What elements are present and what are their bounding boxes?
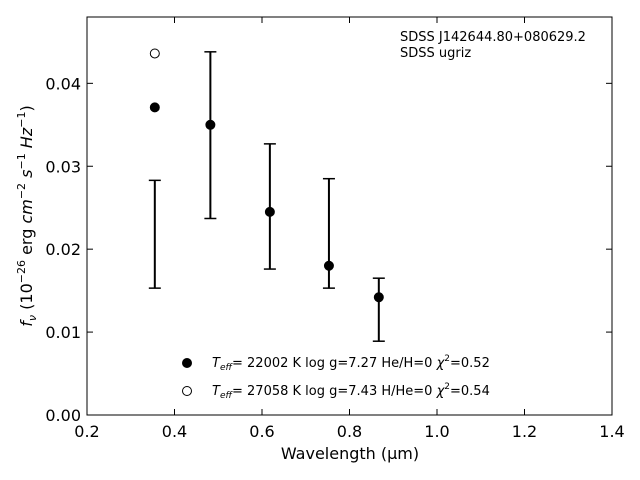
x-tick-label: 0.8 (337, 422, 362, 441)
x-tick-label: 1.4 (599, 422, 624, 441)
legend-marker-open (182, 386, 192, 396)
annotation-line-1: SDSS J142644.80+080629.2 (400, 30, 586, 45)
y-tick-label: 0.01 (45, 323, 81, 342)
x-tick-label: 0.2 (74, 422, 99, 441)
plot-area (86, 16, 613, 416)
y-tick-label: 0.00 (45, 406, 81, 425)
model-point-filled (149, 102, 160, 113)
model-point-open (149, 48, 160, 59)
legend-label-1: Teff= 22002 K log g=7.27 He/H=0 χ2=0.52 (212, 354, 490, 373)
x-tick-label: 0.4 (162, 422, 187, 441)
model-point-filled (323, 260, 334, 271)
x-axis-ticks: 0.2 0.4 0.6 0.8 1.0 1.2 1.4 (74, 17, 625, 441)
legend-label-2: Teff= 27058 K log g=7.43 H/He=0 χ2=0.54 (212, 382, 490, 401)
model-point-filled (373, 292, 384, 303)
y-tick-label: 0.02 (45, 240, 81, 259)
legend: Teff= 22002 K log g=7.27 He/H=0 χ2=0.52 … (182, 354, 490, 401)
x-tick-label: 1.0 (424, 422, 449, 441)
y-axis-title: fν (10−26 erg cm−2 s−1 Hz−1) (15, 105, 39, 326)
data-points (149, 48, 384, 303)
model-point-filled (205, 119, 216, 130)
y-tick-label: 0.03 (45, 157, 81, 176)
legend-marker-filled (182, 358, 192, 368)
y-tick-label: 0.04 (45, 74, 81, 93)
y-axis-ticks: 0.00 0.01 0.02 0.03 0.04 (45, 74, 612, 425)
x-tick-label: 1.2 (512, 422, 537, 441)
annotation-line-2: SDSS ugriz (400, 46, 471, 61)
model-point-filled (264, 206, 275, 217)
x-axis-title: Wavelength (μm) (281, 444, 419, 463)
x-tick-label: 0.6 (249, 422, 274, 441)
